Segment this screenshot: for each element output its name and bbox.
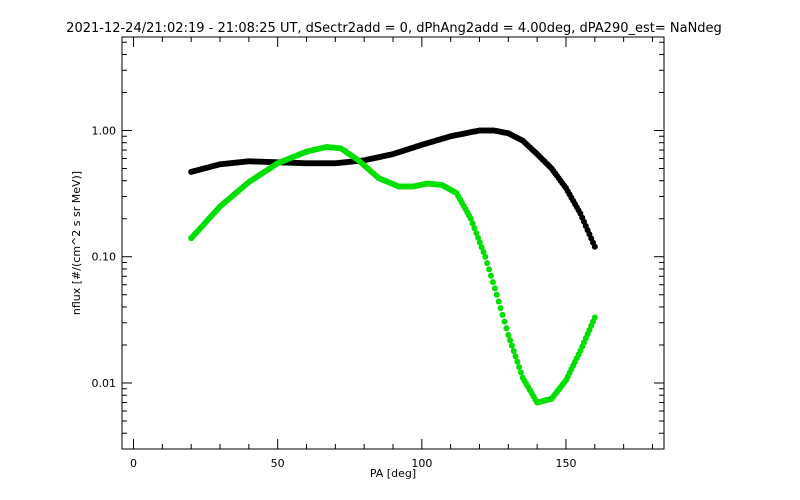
data-point bbox=[469, 220, 476, 227]
x-tick-label: 100 bbox=[411, 457, 432, 470]
data-point bbox=[478, 244, 485, 251]
x-tick-label: 150 bbox=[555, 457, 576, 470]
data-point bbox=[473, 229, 480, 236]
series-1 bbox=[188, 143, 598, 406]
x-tick-label: 50 bbox=[271, 457, 285, 470]
data-point bbox=[489, 279, 496, 286]
y-tick-label: 0.10 bbox=[92, 251, 117, 264]
data-point bbox=[476, 239, 483, 246]
data-point bbox=[493, 291, 500, 298]
data-point bbox=[497, 305, 504, 312]
data-point bbox=[486, 266, 493, 273]
data-point bbox=[505, 331, 512, 338]
y-tick-label: 1.00 bbox=[92, 124, 117, 137]
data-point bbox=[480, 248, 487, 255]
data-point bbox=[510, 348, 517, 355]
x-axis-label: PA [deg] bbox=[370, 467, 416, 480]
data-point bbox=[514, 358, 521, 365]
data-point bbox=[508, 342, 515, 349]
data-point bbox=[591, 314, 598, 321]
data-point bbox=[495, 298, 502, 305]
data-point bbox=[484, 260, 491, 267]
y-axis: 0.01 0.10 1.00 bbox=[92, 41, 664, 450]
data-point bbox=[503, 325, 510, 332]
data-point bbox=[507, 337, 514, 344]
data-point bbox=[512, 353, 519, 360]
y-axis-label: nflux [#/(cm^2 s sr MeV)] bbox=[70, 171, 83, 315]
plot-frame bbox=[121, 36, 665, 450]
data-point bbox=[467, 215, 474, 222]
data-point bbox=[475, 234, 482, 241]
data-point bbox=[482, 253, 489, 260]
data-point bbox=[488, 272, 495, 279]
data-point bbox=[499, 311, 506, 318]
data-point bbox=[491, 285, 498, 292]
series-0 bbox=[188, 127, 598, 250]
x-tick-label: 0 bbox=[130, 457, 137, 470]
chart-title: 2021-12-24/21:02:19 - 21:08:25 UT, dSect… bbox=[66, 21, 722, 36]
data-point bbox=[517, 369, 524, 376]
data-point bbox=[516, 364, 523, 371]
data-point bbox=[591, 243, 598, 250]
y-tick-label: 0.01 bbox=[92, 377, 117, 390]
data-point bbox=[501, 318, 508, 325]
x-axis: 0 50 100 150 bbox=[130, 37, 653, 470]
series-layer bbox=[188, 127, 598, 406]
data-point bbox=[471, 225, 478, 232]
